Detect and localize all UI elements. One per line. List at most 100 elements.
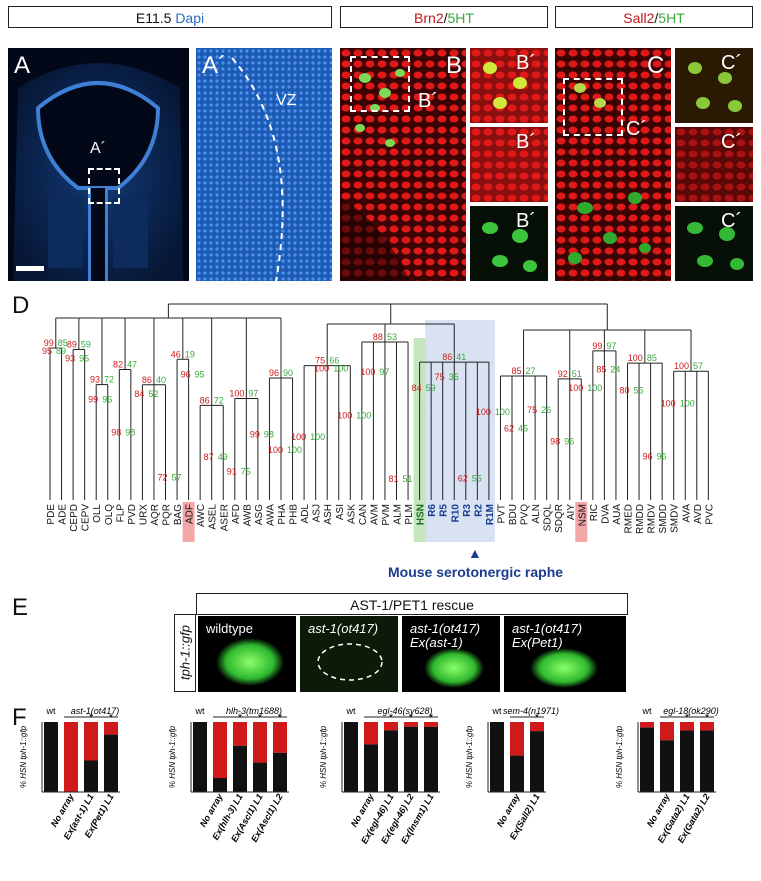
panel-label-c2: C´: [721, 131, 743, 153]
significance-star: *: [238, 712, 243, 724]
bar-red: [84, 722, 98, 761]
bootstrap-red: 96: [269, 368, 279, 378]
panel-label-a: A: [14, 52, 31, 79]
bootstrap-green: 52: [148, 389, 158, 399]
leaf-label: CAN: [358, 504, 369, 525]
significance-star: *: [89, 712, 94, 724]
panel-label-b2: B´: [516, 131, 536, 153]
bootstrap-red: 100: [337, 410, 352, 420]
bar-black: [84, 760, 98, 792]
bootstrap-red: 96: [181, 369, 191, 379]
leaf-label: AFD: [231, 504, 242, 524]
bar-red: [510, 722, 524, 756]
bar-red: [424, 722, 438, 727]
bar-red: [404, 722, 418, 727]
bootstrap-green: 55: [472, 474, 482, 484]
leaf-label: PDE: [46, 504, 57, 525]
bootstrap-green: 96: [564, 436, 574, 446]
significance-star: *: [389, 712, 394, 724]
micrograph-b: [340, 48, 466, 281]
leaf-label: PHB: [289, 504, 300, 525]
bootstrap-green: 51: [403, 474, 413, 484]
bootstrap-green: 100: [356, 410, 371, 420]
bootstrap-green: 97: [379, 367, 389, 377]
bootstrap-red: 96: [643, 452, 653, 462]
bootstrap-green: 100: [310, 432, 325, 442]
leaf-label: PVM: [381, 504, 392, 526]
bootstrap-red: 75: [315, 356, 325, 366]
leaf-label: ALN: [531, 504, 542, 523]
bootstrap-red: 80: [619, 385, 629, 395]
bar-red: [273, 722, 287, 753]
leaf-label: RMDV: [647, 504, 658, 534]
micrograph-a-prime: [196, 48, 332, 281]
bootstrap-red: 100: [291, 432, 306, 442]
bootstrap-green: 100: [287, 445, 302, 455]
bootstrap-red: 89: [67, 339, 77, 349]
chart-mutant-label: egl-46(sy628): [377, 706, 432, 716]
bar-black: [193, 722, 207, 792]
panel-label-d: D: [12, 292, 30, 319]
bootstrap-green: 27: [526, 366, 536, 376]
bootstrap-red: 95: [42, 346, 52, 356]
bootstrap-green: 59: [81, 339, 91, 349]
rescue-label-1: wildtype: [206, 621, 253, 636]
bootstrap-green: 45: [518, 424, 528, 434]
header-b-sep: /: [443, 10, 448, 26]
rescue-panel-ast1: ast-1(ot417) Ex(ast-1): [402, 616, 500, 692]
panel-label-b1: B´: [516, 52, 536, 74]
leaf-label: AIY: [566, 504, 577, 520]
leaf-label: AWB: [242, 504, 253, 527]
leaf-label: SDQL: [543, 504, 554, 532]
panel-label-c3: C´: [721, 210, 743, 232]
bootstrap-red: 100: [360, 367, 375, 377]
bar-red: [640, 722, 654, 728]
bootstrap-red: 99: [44, 338, 54, 348]
leaf-label: R6: [427, 504, 438, 517]
header-b-brn2: Brn2: [414, 10, 444, 26]
bar-red: [530, 722, 544, 732]
leaf-highlight-adf: [182, 502, 195, 542]
bar-black: [364, 744, 378, 792]
bootstrap-red: 99: [250, 430, 260, 440]
bootstrap-red: 62: [458, 474, 468, 484]
vz-label: VZ: [276, 92, 297, 109]
bar-red: [364, 722, 378, 745]
chart-ylabel: % HSN tph-1::gfp: [615, 725, 624, 788]
bar-red: [213, 722, 227, 778]
bar-black: [253, 762, 267, 792]
bootstrap-green: 57: [693, 361, 703, 371]
bootstrap-green: 55: [634, 385, 644, 395]
rescue-label-3a: ast-1(ot417): [410, 621, 481, 636]
bar-black: [680, 730, 694, 792]
bootstrap-red: 92: [558, 369, 568, 379]
bootstrap-red: 100: [314, 364, 329, 374]
leaf-label: AVM: [369, 504, 380, 525]
chart-wt-label: wt: [346, 706, 356, 716]
bootstrap-red: 93: [90, 375, 100, 385]
chart-wt-label: wt: [492, 706, 502, 716]
leaf-label: ASI: [335, 504, 346, 520]
leaf-label: DVA: [600, 504, 611, 524]
bootstrap-green: 26: [541, 405, 551, 415]
bootstrap-red: 93: [65, 353, 75, 363]
raphe-band: [425, 320, 495, 542]
rescue-title: AST-1/PET1 rescue: [196, 593, 628, 615]
significance-star: *: [535, 712, 540, 724]
bar-red: [104, 722, 118, 735]
leaf-label: BDU: [508, 504, 519, 525]
micrograph-c-prime-1: [675, 48, 753, 123]
rescue-label-2: ast-1(ot417): [308, 621, 379, 636]
bar-red: [700, 722, 714, 731]
micrograph-c-prime-2: [675, 127, 753, 202]
bootstrap-green: 24: [610, 365, 620, 375]
bootstrap-green: 66: [329, 356, 339, 366]
bar-red: [384, 722, 398, 731]
leaf-label: AQR: [150, 504, 161, 526]
bootstrap-green: 85: [58, 338, 68, 348]
leaf-label: R2: [473, 504, 484, 517]
chart-ylabel: % HSN tph-1::gfp: [319, 725, 328, 788]
header-b: Brn2/5HT: [340, 6, 548, 28]
bootstrap-green: 97: [606, 341, 616, 351]
bootstrap-green: 40: [156, 375, 166, 385]
